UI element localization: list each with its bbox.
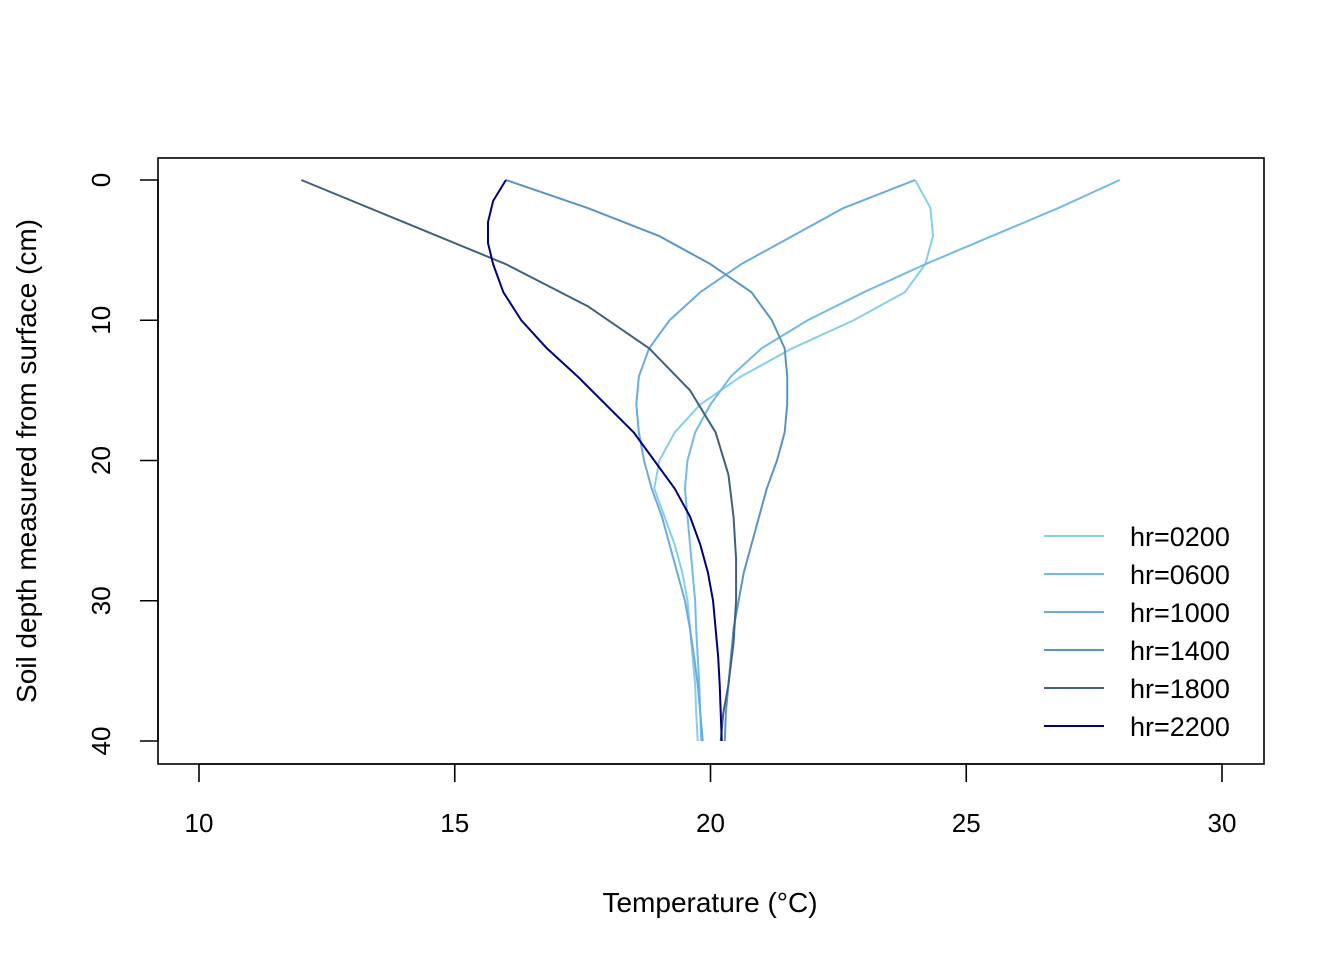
y-tick-label-1: 10 (86, 306, 116, 335)
series-line-5 (300, 179, 738, 742)
y-tick-label-4: 40 (86, 727, 116, 756)
series-line-6 (487, 179, 723, 742)
y-tick-label-2: 20 (86, 446, 116, 475)
y-axis-label: Soil depth measured from surface (cm) (11, 219, 42, 703)
series-line-1 (653, 179, 934, 742)
legend-label-5: hr=1800 (1130, 674, 1230, 704)
series-lines (300, 179, 1121, 742)
x-tick-label-2: 20 (696, 808, 725, 838)
x-tick-label-1: 15 (440, 808, 469, 838)
y-tick-label-0: 0 (86, 173, 116, 187)
series-line-2 (683, 179, 1121, 742)
legend-label-6: hr=2200 (1130, 712, 1230, 742)
legend-label-4: hr=1400 (1130, 636, 1230, 666)
series-line-4 (505, 179, 789, 742)
x-axis-label: Temperature (°C) (602, 887, 817, 918)
legend-label-3: hr=1000 (1130, 598, 1230, 628)
y-tick-label-3: 30 (86, 586, 116, 615)
legend-label-2: hr=0600 (1130, 560, 1230, 590)
x-axis: 10 15 20 25 30 (185, 763, 1237, 838)
series-line-3 (635, 179, 916, 742)
x-tick-label-0: 10 (185, 808, 214, 838)
x-tick-label-3: 25 (952, 808, 981, 838)
legend-label-1: hr=0200 (1130, 522, 1230, 552)
legend: hr=0200 hr=0600 hr=1000 hr=1400 hr=1800 hr=22… (1044, 522, 1230, 742)
plot-border (157, 157, 1265, 765)
x-tick-label-4: 30 (1208, 808, 1237, 838)
y-axis: 0 10 20 30 40 (86, 173, 159, 756)
